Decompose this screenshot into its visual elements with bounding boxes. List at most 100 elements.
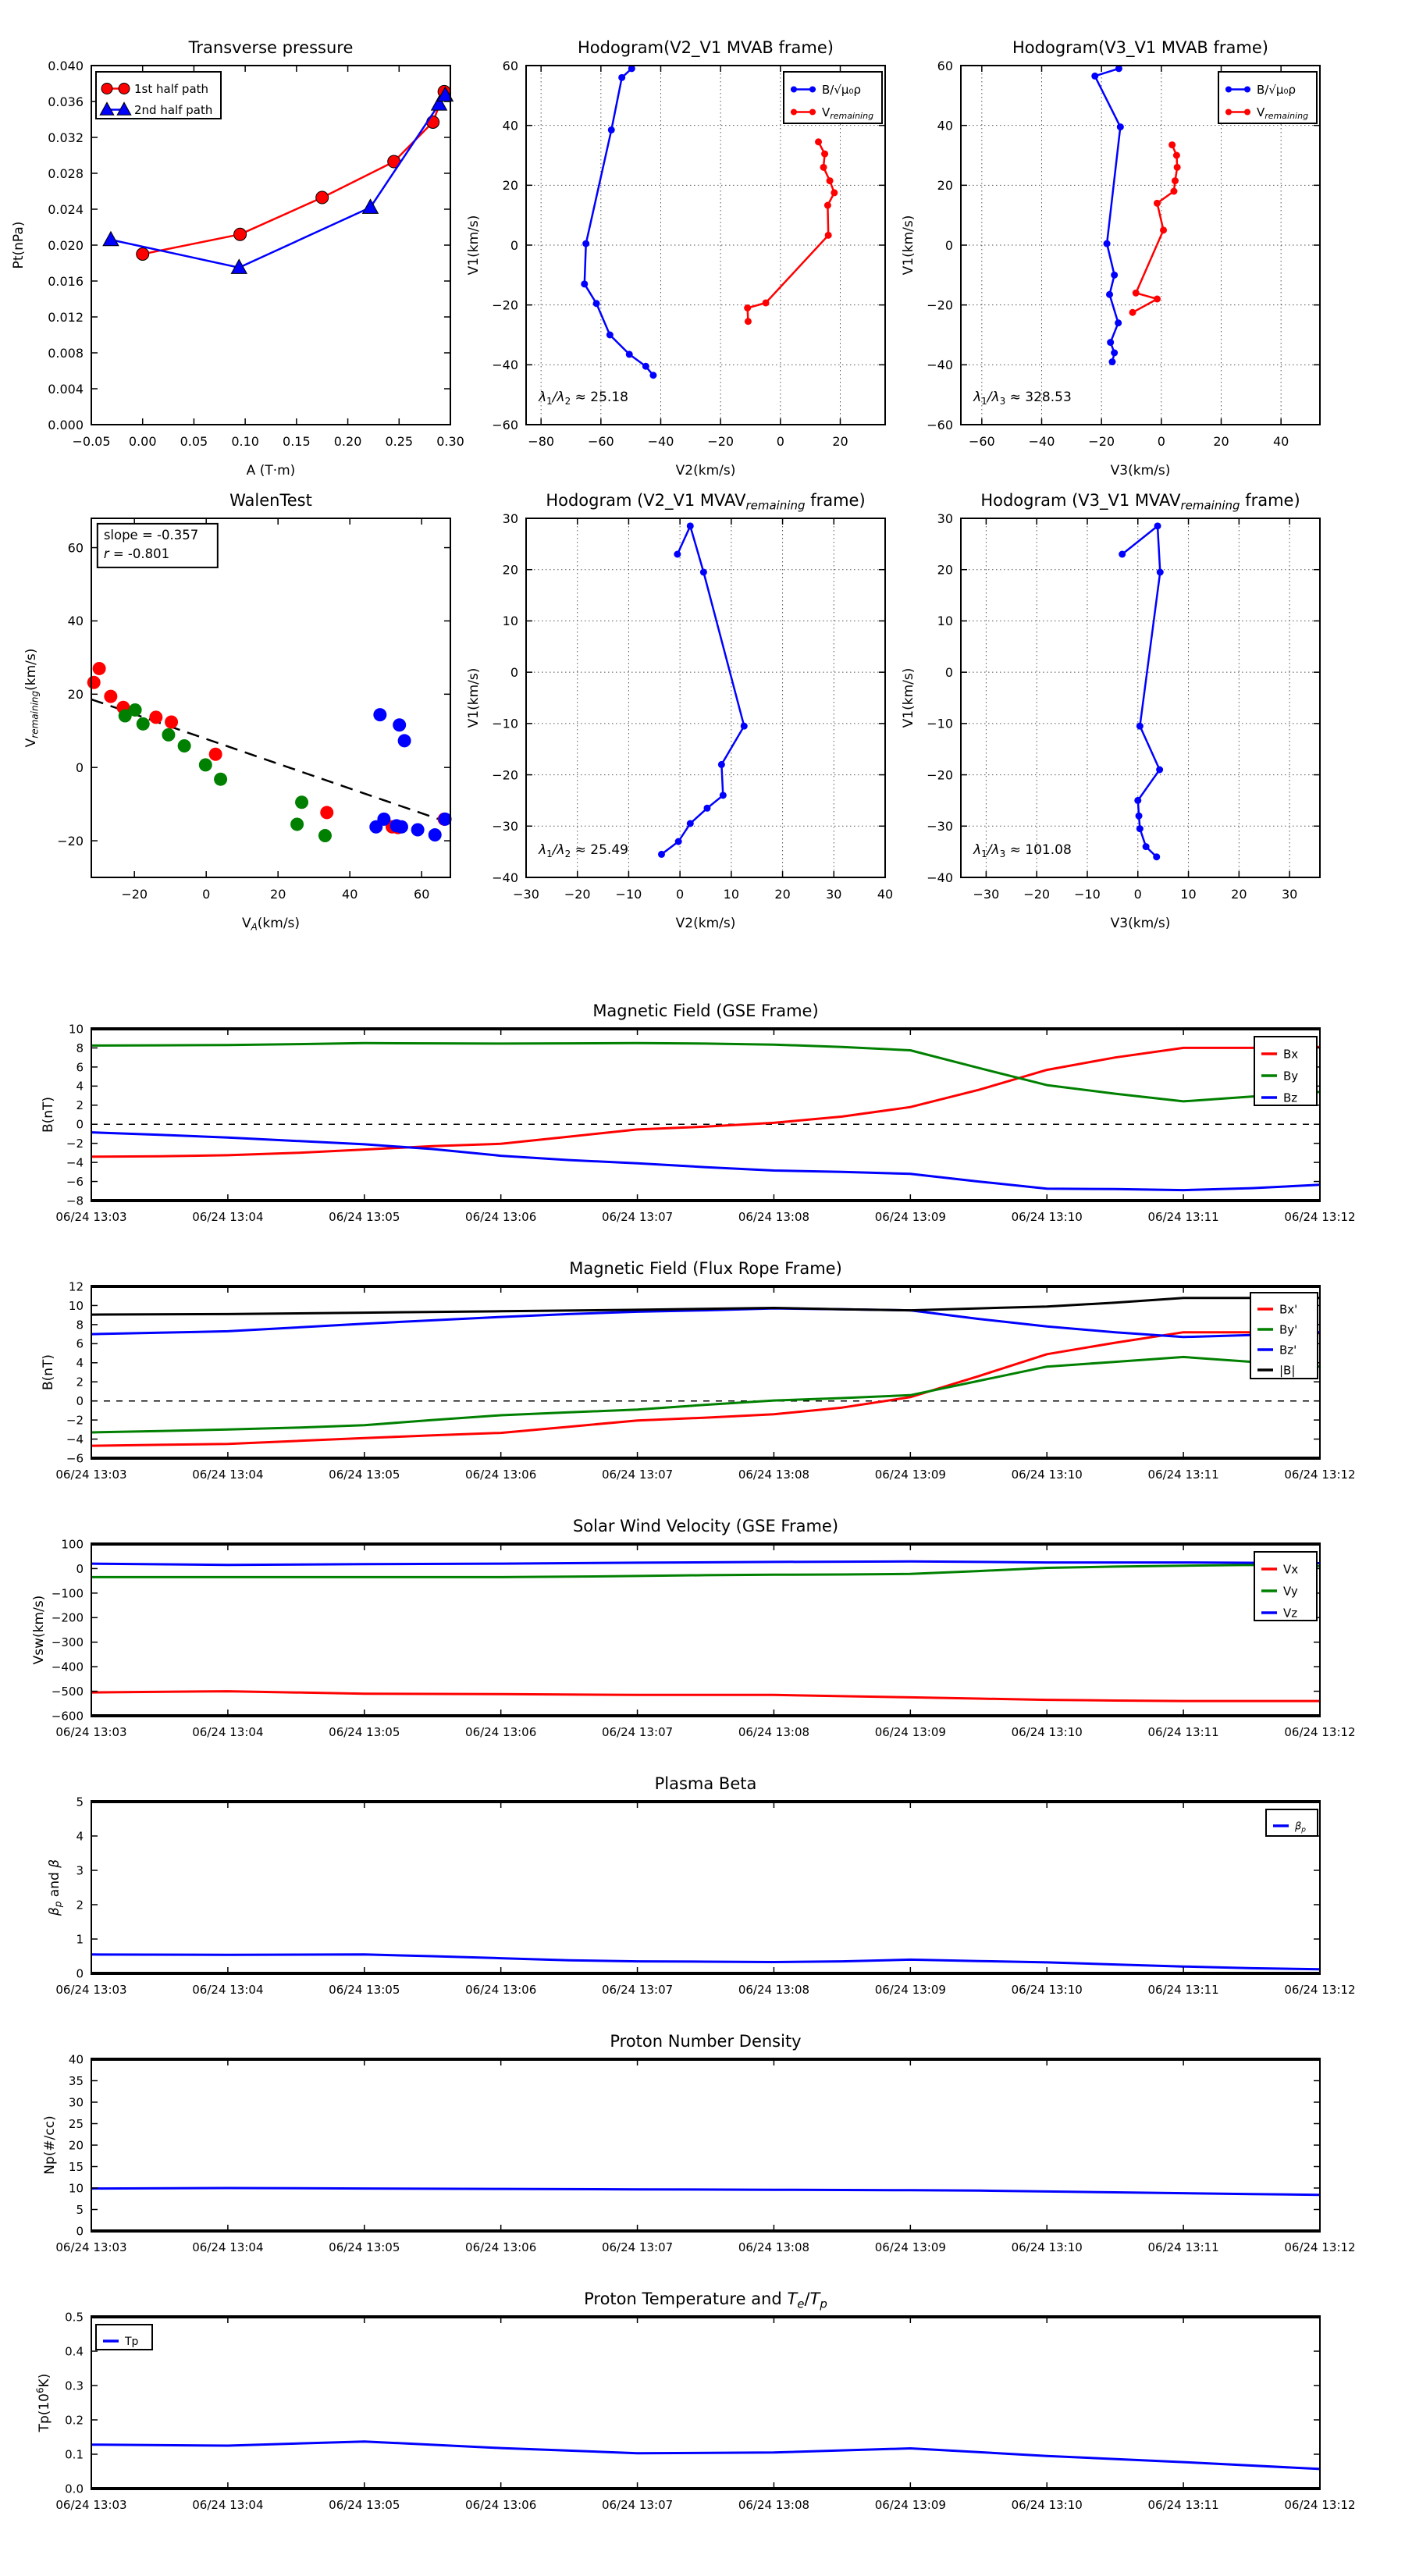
annotation: λ1/λ2 ≈ 25.18 <box>538 390 628 407</box>
x-tick-label: 60 <box>414 887 429 902</box>
legend-label: B/√μ₀ρ <box>822 83 861 97</box>
annotation-text: λ1/λ3 ≈ 328.53 <box>973 390 1072 407</box>
y-tick-label: 40 <box>937 118 953 133</box>
legend-box <box>1218 71 1318 124</box>
marker-dot <box>1142 843 1150 851</box>
legend-label: Tp <box>124 2336 139 2348</box>
x-tick-label: 06/24 13:11 <box>1147 2240 1218 2254</box>
series-np <box>91 2186 1321 2197</box>
y-tick-label: 3 <box>76 1863 84 1877</box>
annotation: λ1/λ2 ≈ 25.49 <box>538 842 628 859</box>
annotation: λ1/λ3 ≈ 101.08 <box>973 842 1072 859</box>
marker-dot <box>208 747 222 761</box>
legend-label: Bz' <box>1279 1343 1297 1357</box>
series-b-over-sqrt-mu0rho <box>657 522 748 858</box>
marker-dot <box>618 73 626 81</box>
legend-label: βp <box>1294 1821 1306 1834</box>
x-tick-label: 30 <box>826 887 841 902</box>
annotation-text: λ1/λ2 ≈ 25.18 <box>538 390 628 407</box>
marker-dot <box>165 715 179 729</box>
y-tick-label: 5 <box>76 2203 84 2217</box>
x-tick-label: 40 <box>1273 434 1289 449</box>
y-tick-label: 2 <box>76 1898 84 1912</box>
x-tick-label: 06/24 13:05 <box>329 1210 400 1224</box>
marker-dot <box>1153 295 1161 303</box>
x-tick-label: 06/24 13:06 <box>465 2498 536 2512</box>
x-tick-label: 06/24 13:08 <box>738 2498 809 2512</box>
x-tick-label: −30 <box>973 887 1000 902</box>
series-line-bz-prime <box>91 1307 1321 1339</box>
marker-dot <box>1136 722 1144 730</box>
y-tick-label: 40 <box>503 118 518 133</box>
y-tick-label: −600 <box>52 1709 84 1723</box>
y-tick-label: 20 <box>937 562 953 577</box>
marker-dot <box>649 372 657 379</box>
legend-label: 1st half path <box>134 82 208 96</box>
marker-dot <box>1225 109 1232 116</box>
y-tick-label: 1 <box>76 1932 84 1946</box>
series-line-bx <box>91 1045 1321 1158</box>
marker-dot <box>791 86 797 93</box>
x-tick-label: −60 <box>588 434 614 449</box>
marker-dot <box>177 738 191 753</box>
marker-dot <box>1244 86 1250 93</box>
marker-dot <box>136 717 150 731</box>
marker-dot <box>719 792 727 799</box>
y-tick-label: 30 <box>503 511 518 526</box>
marker-dot <box>1108 358 1116 365</box>
chart-magnetic-field-gse: 06/24 13:03 06/24 13:04 06/24 13:05 06/24 1… <box>41 1002 1356 1224</box>
x-tick-label: 06/24 13:06 <box>465 2240 536 2254</box>
series-b-over-sqrt-mu0rho <box>1119 522 1164 861</box>
marker-dot <box>1119 550 1126 558</box>
ticks: −30 −20 −10 0 10 20 30 −40 −30 −20 −10 0 10 20 30 <box>927 511 1320 902</box>
marker-dot <box>87 675 101 689</box>
series-component-2 <box>118 703 332 842</box>
marker-dot <box>820 163 827 171</box>
x-tick-label: 06/24 13:07 <box>602 2498 673 2512</box>
ticks: −80 −60 −40 −20 0 20 −60 −40 −20 0 20 40 60 <box>492 59 885 449</box>
x-tick-label: 0.15 <box>283 434 311 449</box>
y-tick-label: 0.004 <box>48 382 84 397</box>
y-tick-label: −6 <box>66 1451 84 1465</box>
legend-label: Vremaining <box>822 105 873 121</box>
marker-dot <box>377 812 391 826</box>
y-tick-label: 20 <box>69 2138 84 2152</box>
y-tick-label: 0.028 <box>48 166 84 181</box>
series-line-bz <box>91 1131 1321 1192</box>
x-tick-label: 06/24 13:09 <box>875 2240 946 2254</box>
y-tick-label: 0.016 <box>48 274 84 289</box>
series-v-remaining <box>1129 141 1181 316</box>
y-axis-label: B(nT) <box>41 1097 56 1133</box>
y-tick-label: 0.008 <box>48 346 84 361</box>
y-tick-label: 40 <box>69 2052 84 2066</box>
series-component-1 <box>87 661 451 834</box>
x-tick-label: 06/24 13:11 <box>1147 1725 1218 1739</box>
marker-dot <box>628 65 635 73</box>
y-tick-label: 0 <box>945 665 953 680</box>
y-tick-label: 5 <box>76 1795 84 1809</box>
marker-dot <box>703 804 711 812</box>
y-tick-label: −20 <box>57 834 84 849</box>
y-tick-label: 4 <box>76 1080 84 1094</box>
x-tick-label: 06/24 13:09 <box>875 1210 946 1224</box>
ticks: 06/24 13:03 06/24 13:04 06/24 13:05 06/24 1… <box>55 2052 1355 2254</box>
legend-box <box>783 71 883 124</box>
marker-dot <box>581 280 589 288</box>
x-tick-label: 06/24 13:05 <box>329 1725 400 1739</box>
marker-dot <box>1111 349 1119 357</box>
x-tick-label: 06/24 13:04 <box>192 2240 263 2254</box>
legend: Vx Vy Vz <box>1254 1551 1318 1621</box>
y-tick-label: 0.3 <box>65 2379 84 2393</box>
x-tick-label: 06/24 13:07 <box>602 1210 673 1224</box>
series-line-by-prime <box>91 1355 1321 1434</box>
x-tick-label: 06/24 13:11 <box>1147 1983 1218 1997</box>
ticks: −0.05 0.00 0.05 0.10 0.15 0.20 0.25 0.30 0.000 0.… <box>48 59 464 449</box>
series-by <box>91 1041 1321 1103</box>
marker-dot <box>831 189 838 197</box>
legend: B/√μ₀ρ Vremaining <box>783 71 883 124</box>
y-tick-label: −10 <box>492 717 518 731</box>
marker-dot <box>320 806 334 820</box>
marker-dot <box>1135 812 1143 820</box>
x-tick-label: −20 <box>707 434 734 449</box>
marker-circle <box>233 227 247 241</box>
